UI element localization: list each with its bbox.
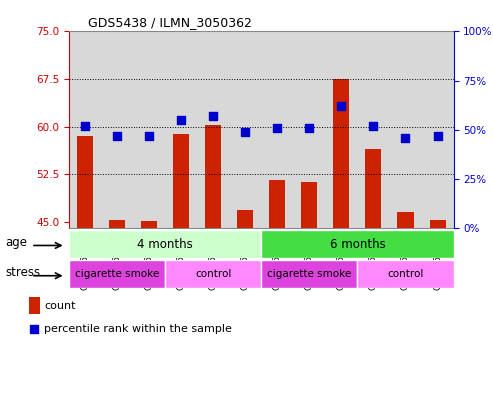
Bar bbox=[293, 31, 325, 228]
Point bbox=[401, 134, 409, 141]
Bar bbox=[173, 134, 189, 228]
Bar bbox=[301, 182, 317, 228]
Point bbox=[31, 326, 38, 332]
Bar bbox=[229, 31, 261, 228]
Text: age: age bbox=[5, 236, 28, 249]
Bar bbox=[165, 260, 261, 288]
Text: count: count bbox=[44, 301, 75, 310]
Point bbox=[145, 132, 153, 139]
Point bbox=[370, 123, 378, 129]
Bar bbox=[261, 260, 357, 288]
Bar bbox=[69, 230, 261, 258]
Point bbox=[113, 132, 121, 139]
Bar bbox=[429, 220, 446, 228]
Text: control: control bbox=[387, 269, 423, 279]
Bar bbox=[69, 31, 101, 228]
Bar bbox=[325, 31, 357, 228]
Point bbox=[337, 103, 345, 109]
Text: GDS5438 / ILMN_3050362: GDS5438 / ILMN_3050362 bbox=[88, 16, 252, 29]
Point bbox=[209, 113, 217, 119]
Text: 4 months: 4 months bbox=[137, 237, 193, 251]
Text: cigarette smoke: cigarette smoke bbox=[267, 269, 352, 279]
Point bbox=[273, 125, 281, 131]
Point bbox=[241, 129, 249, 135]
Bar bbox=[237, 210, 253, 228]
Text: control: control bbox=[195, 269, 231, 279]
Point bbox=[305, 125, 314, 131]
Bar bbox=[109, 220, 125, 228]
Bar bbox=[133, 31, 165, 228]
Bar bbox=[333, 79, 350, 228]
Bar bbox=[205, 125, 221, 228]
Text: stress: stress bbox=[5, 266, 40, 279]
Bar bbox=[269, 180, 285, 228]
Bar bbox=[389, 31, 422, 228]
Bar bbox=[165, 31, 197, 228]
Bar bbox=[197, 31, 229, 228]
Bar bbox=[357, 31, 389, 228]
Bar bbox=[101, 31, 133, 228]
Bar bbox=[261, 230, 454, 258]
Bar bbox=[77, 136, 93, 228]
Bar bbox=[261, 31, 293, 228]
Bar bbox=[357, 260, 454, 288]
Bar bbox=[397, 212, 414, 228]
Text: cigarette smoke: cigarette smoke bbox=[75, 269, 159, 279]
Bar bbox=[422, 31, 454, 228]
Bar bbox=[365, 149, 382, 228]
Point bbox=[177, 117, 185, 123]
Text: percentile rank within the sample: percentile rank within the sample bbox=[44, 324, 232, 334]
Bar bbox=[29, 297, 39, 314]
Bar bbox=[69, 260, 165, 288]
Text: 6 months: 6 months bbox=[329, 237, 386, 251]
Bar bbox=[141, 221, 157, 228]
Point bbox=[81, 123, 89, 129]
Point bbox=[434, 132, 442, 139]
